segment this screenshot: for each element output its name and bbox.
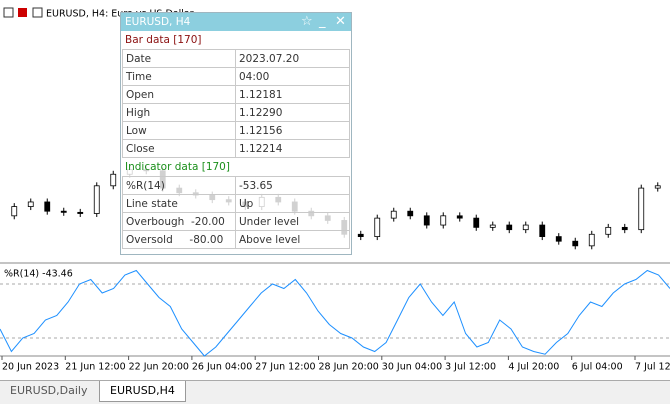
table-row: Overbough -20.00 Under level <box>122 212 350 231</box>
value-cell: 04:00 <box>235 67 350 86</box>
time-label: 27 Jun 12:00 <box>255 362 315 373</box>
label-cell: %R(14) <box>122 176 236 195</box>
table-row: Open 1.12181 <box>122 85 350 104</box>
candle-body <box>357 233 364 237</box>
table-row: %R(14) -53.65 <box>122 176 350 195</box>
candle-body <box>110 173 117 187</box>
icon <box>18 8 27 17</box>
candle-body <box>621 226 628 231</box>
value-cell: Up <box>235 194 350 213</box>
table-row: Close 1.12214 <box>122 139 350 158</box>
panel-body: Bar data [170] Date 2023.07.20 Time 04:00 Ope… <box>121 31 351 249</box>
data-panel: EURUSD, H4 ☆ _ ✕ Bar data [170] Date 2023.… <box>120 12 352 255</box>
candle-body <box>506 224 513 231</box>
value-cell: Above level <box>235 230 350 249</box>
candle-body <box>423 215 430 226</box>
time-label: 7 Jul 12:00 <box>635 362 670 373</box>
candle-body <box>489 224 496 228</box>
time-label: 6 Jul 04:00 <box>572 362 623 373</box>
candle-body <box>522 224 529 231</box>
tab-bar: EURUSD,Daily EURUSD,H4 <box>0 380 670 404</box>
table-row: Time 04:00 <box>122 67 350 86</box>
value-cell: 1.12290 <box>235 103 350 122</box>
icon <box>32 7 43 18</box>
candle-body <box>440 215 447 226</box>
indicator-label: %R(14) -43.46 <box>4 269 73 280</box>
candle-body <box>374 217 381 238</box>
candle-body <box>539 224 546 238</box>
label-cell: Overbough -20.00 <box>122 212 236 231</box>
data-table: %R(14) -53.65 Line state Up Overbough -20.00… <box>122 176 350 249</box>
close-button[interactable]: ✕ <box>335 14 346 29</box>
candle-body <box>456 215 463 219</box>
value-cell: 1.12214 <box>235 139 350 158</box>
value-cell: 1.12156 <box>235 121 350 140</box>
label-cell: Low <box>122 121 236 140</box>
table-row: Line state Up <box>122 194 350 213</box>
candle-body <box>390 210 397 219</box>
label-cell: Open <box>122 85 236 104</box>
candle-body <box>27 201 34 207</box>
chart-tab[interactable]: EURUSD,H4 <box>99 381 186 402</box>
time-label: 26 Jun 04:00 <box>192 362 252 373</box>
pin-button[interactable]: ☆ <box>301 14 313 29</box>
value-cell: 1.12181 <box>235 85 350 104</box>
panel-title: EURUSD, H4 <box>125 16 191 28</box>
candle-body <box>588 233 595 247</box>
time-label: 30 Jun 04:00 <box>382 362 442 373</box>
candle-body <box>44 201 51 212</box>
label-cell: High <box>122 103 236 122</box>
candle-body <box>473 217 480 228</box>
label-cell: Time <box>122 67 236 86</box>
value-cell: 2023.07.20 <box>235 49 350 68</box>
candle-body <box>93 185 100 214</box>
time-label: 4 Jul 20:00 <box>508 362 559 373</box>
candle-body <box>572 240 579 247</box>
table-row: Oversold -80.00 Above level <box>122 230 350 249</box>
icon <box>3 7 14 18</box>
candle-body <box>555 236 562 242</box>
label-cell: Line state <box>122 194 236 213</box>
label-cell: Date <box>122 49 236 68</box>
table-row: Low 1.12156 <box>122 121 350 140</box>
section-title: Bar data [170] <box>125 34 202 46</box>
candle-body <box>60 210 67 213</box>
time-label: 21 Jun 12:00 <box>65 362 125 373</box>
indicator-line <box>0 269 670 357</box>
value-cell: -53.65 <box>235 176 350 195</box>
candle-body <box>654 185 661 189</box>
time-label: 3 Jul 12:00 <box>445 362 496 373</box>
minimize-button[interactable]: _ <box>319 14 326 29</box>
table-row: Date 2023.07.20 <box>122 49 350 68</box>
label-cell: Oversold -80.00 <box>122 230 236 249</box>
candle-body <box>407 210 414 217</box>
time-label: 20 Jun 2023 <box>2 362 59 373</box>
candle-body <box>11 206 18 217</box>
candle-body <box>605 226 612 235</box>
chart-tab[interactable]: EURUSD,Daily <box>10 384 88 397</box>
value-cell: Under level <box>235 212 350 231</box>
candle-body <box>638 187 645 231</box>
table-row: High 1.12290 <box>122 103 350 122</box>
panel-title-bar: EURUSD, H4 ☆ _ ✕ <box>121 13 351 31</box>
section-title: Indicator data [170] <box>125 161 230 173</box>
chart-header: EURUSD, H4: Euro vs US Dollar <box>46 9 194 20</box>
time-label: 28 Jun 20:00 <box>319 362 379 373</box>
label-cell: Close <box>122 139 236 158</box>
data-table: Date 2023.07.20 Time 04:00 Open 1.12181 High 1.… <box>122 49 350 158</box>
candle-body <box>77 211 84 214</box>
time-label: 22 Jun 20:00 <box>129 362 189 373</box>
